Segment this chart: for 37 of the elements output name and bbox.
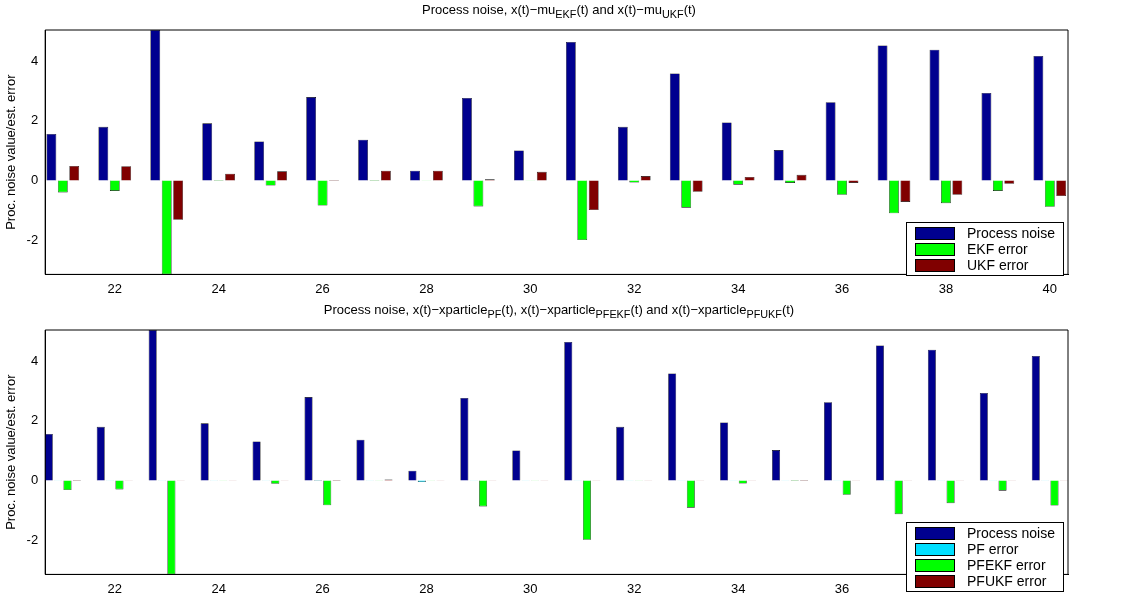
chart-title: Process noise, x(t)−xparticle$_{PF}$(t), x(t)−xparticle$_{PFEKF}$(t) and x(t)−xparticle$_{PFUKF}$(t) xyxy=(322,302,796,320)
x-tick-label: 40 xyxy=(1042,280,1058,296)
legend-label: Process noise xyxy=(967,225,1055,242)
x-tick-label: 32 xyxy=(627,280,642,296)
legend-label: PFUKF error xyxy=(967,573,1047,590)
x-tick-label: 28 xyxy=(419,280,434,296)
x-tick-label: 36 xyxy=(834,580,850,596)
x-tick-label: 28 xyxy=(419,580,434,596)
y-tick-label: 0 xyxy=(30,472,39,488)
y-tick-label: 2 xyxy=(30,112,39,128)
y-tick-label: -2 xyxy=(26,531,39,547)
x-tick-label: 22 xyxy=(107,580,122,596)
x-tick-label: 24 xyxy=(211,280,226,296)
y-tick-label: 4 xyxy=(30,52,39,68)
y-tick-label: 2 xyxy=(30,412,39,428)
x-tick-label: 34 xyxy=(730,280,746,296)
x-tick-label: 24 xyxy=(211,580,226,596)
x-tick-label: 30 xyxy=(523,580,538,596)
x-tick-label: 38 xyxy=(938,280,954,296)
y-tick-label: -2 xyxy=(26,231,39,247)
legend-label: Process noise xyxy=(967,525,1055,542)
x-tick-label: 34 xyxy=(730,580,746,596)
y-tick-label: 0 xyxy=(30,172,39,188)
y-axis-title: Proc. noise value/est. error xyxy=(3,373,19,530)
legend-label: UKF error xyxy=(967,257,1029,274)
legend-label: PFEKF error xyxy=(967,557,1046,574)
legend-label: EKF error xyxy=(967,241,1028,258)
x-tick-label: 26 xyxy=(315,580,330,596)
y-axis-title: Proc. noise value/est. error xyxy=(3,73,19,230)
x-tick-label: 26 xyxy=(315,280,330,296)
chart-title: Process noise, x(t)−mu$_{EKF}$(t) and x(t)−mu$_{UKF}$(t) xyxy=(421,2,697,20)
y-tick-label: 4 xyxy=(30,352,39,368)
legend-label: PF error xyxy=(967,541,1019,558)
x-tick-label: 32 xyxy=(627,580,642,596)
x-tick-label: 36 xyxy=(834,280,850,296)
x-tick-label: 30 xyxy=(523,280,538,296)
x-tick-label: 22 xyxy=(107,280,122,296)
